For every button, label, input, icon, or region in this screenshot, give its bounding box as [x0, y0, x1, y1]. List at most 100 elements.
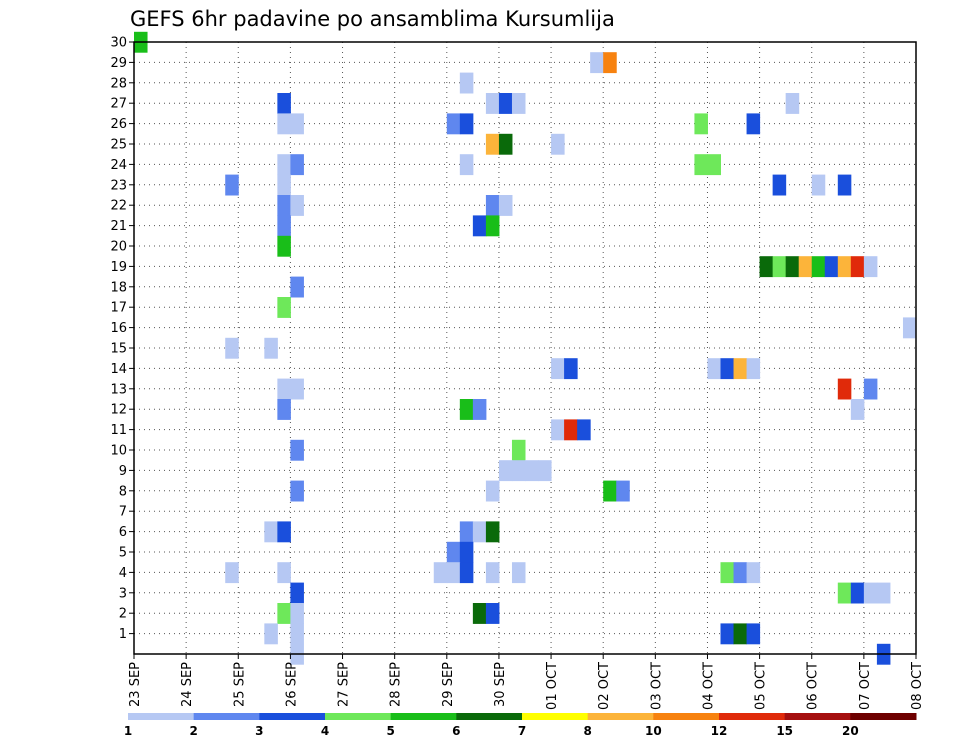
heatmap-cell	[277, 113, 291, 135]
heatmap-cell	[277, 521, 291, 543]
heatmap-cell	[290, 623, 304, 645]
colorbar-tick-label: 8	[583, 724, 591, 738]
heatmap-cell	[824, 256, 839, 278]
y-axis: 1234567891011121314151617181920212223242…	[110, 36, 134, 642]
heatmap-cell	[459, 562, 474, 584]
colorbar-tick-label: 5	[386, 724, 394, 738]
heatmap-cell	[264, 521, 278, 543]
heatmap-cell	[277, 235, 291, 257]
y-tick-label: 7	[119, 505, 127, 520]
heatmap-cell	[433, 562, 448, 584]
y-tick-label: 16	[110, 321, 127, 336]
heatmap-cell	[225, 174, 239, 196]
x-tick-label: 02 OCT	[597, 662, 612, 710]
x-tick-label: 23 SEP	[128, 662, 143, 707]
y-tick-label: 12	[110, 403, 127, 418]
heatmap-cell	[485, 603, 500, 624]
heatmap-cell	[290, 276, 304, 298]
heatmap-cell	[498, 133, 513, 155]
heatmap-cell	[485, 562, 500, 584]
heatmap-cell	[225, 337, 239, 359]
heatmap-cell	[902, 317, 917, 339]
heatmap-cell	[837, 174, 852, 196]
colorbar-swatch	[719, 713, 786, 720]
heatmap-cell	[277, 174, 291, 196]
y-tick-label: 27	[110, 97, 127, 112]
y-tick-label: 28	[110, 76, 127, 91]
x-tick-label: 25 SEP	[232, 662, 247, 707]
heatmap-cell	[290, 378, 304, 400]
heatmap-cell	[746, 623, 761, 645]
x-tick-label: 26 SEP	[284, 662, 299, 707]
heatmap-cell	[694, 113, 708, 135]
heatmap-cell	[277, 378, 291, 400]
heatmap-cell	[277, 562, 291, 584]
heatmap-cell	[863, 378, 878, 400]
colorbar-tick-label: 6	[452, 724, 460, 738]
heatmap-cell	[616, 480, 630, 502]
heatmap-cell	[772, 174, 787, 196]
colorbar-swatch	[456, 713, 523, 720]
x-tick-label: 01 OCT	[545, 662, 560, 710]
y-tick-label: 19	[110, 260, 127, 275]
y-tick-label: 10	[110, 444, 127, 459]
y-tick-label: 15	[110, 342, 127, 357]
colorbar-swatch	[850, 713, 917, 720]
colorbar-tick-label: 3	[255, 724, 263, 738]
heatmap-cell	[733, 623, 748, 645]
heatmap-cell	[277, 195, 291, 216]
heatmap-cell	[277, 93, 291, 114]
heatmap-cell	[707, 154, 721, 176]
heatmap-cell	[551, 419, 565, 441]
colorbar-swatch	[128, 713, 195, 720]
heatmap-cell	[811, 174, 826, 196]
y-tick-label: 4	[119, 566, 127, 581]
heatmap-cell	[772, 256, 787, 278]
heatmap-cell	[485, 480, 500, 502]
heatmap-cell	[863, 256, 878, 278]
y-tick-label: 25	[110, 138, 127, 153]
heatmap-cell	[525, 460, 539, 482]
heatmap-cell	[277, 603, 291, 624]
x-tick-label: 07 OCT	[858, 662, 873, 710]
colorbar-tick-label: 15	[776, 724, 793, 738]
heatmap-cell	[837, 256, 852, 278]
heatmap-cell	[746, 562, 761, 584]
heatmap-cell	[290, 154, 304, 176]
heatmap-cell	[603, 480, 617, 502]
heatmap-cell	[277, 399, 291, 420]
heatmap-cell	[290, 195, 304, 216]
heatmap-cell	[577, 419, 591, 441]
heatmap-cell	[277, 154, 291, 176]
colorbar-tick-label: 12	[711, 724, 728, 738]
x-tick-label: 04 OCT	[701, 662, 716, 710]
y-tick-label: 22	[110, 199, 127, 214]
heatmap-cell	[811, 256, 826, 278]
heatmap-cell	[277, 215, 291, 237]
x-tick-label: 27 SEP	[337, 662, 352, 707]
heatmap-cell	[759, 256, 774, 278]
y-tick-label: 29	[110, 56, 127, 71]
y-tick-label: 23	[110, 178, 127, 193]
y-tick-label: 26	[110, 117, 127, 132]
heatmap-cell	[485, 215, 500, 237]
heatmap-cell	[863, 582, 878, 604]
x-tick-label: 30 SEP	[493, 662, 508, 707]
heatmap-cell	[498, 460, 513, 482]
colorbar-tick-label: 4	[321, 724, 329, 738]
x-tick-label: 24 SEP	[180, 662, 195, 707]
heatmap-cells	[134, 31, 917, 665]
heatmap-cell	[277, 297, 291, 318]
heatmap-cell	[538, 460, 552, 482]
heatmap-cell	[511, 562, 526, 584]
y-tick-label: 18	[110, 280, 127, 295]
heatmap-cell	[707, 358, 721, 380]
heatmap-cell	[590, 52, 604, 74]
colorbar: 1 2 3 4 5 6 7 8 10 12 15 20	[124, 713, 917, 738]
heatmap-cell	[290, 582, 304, 604]
x-tick-label: 03 OCT	[649, 662, 664, 710]
heatmap-cell	[459, 541, 474, 563]
heatmap-cell	[459, 113, 474, 135]
heatmap-cell	[485, 93, 500, 114]
